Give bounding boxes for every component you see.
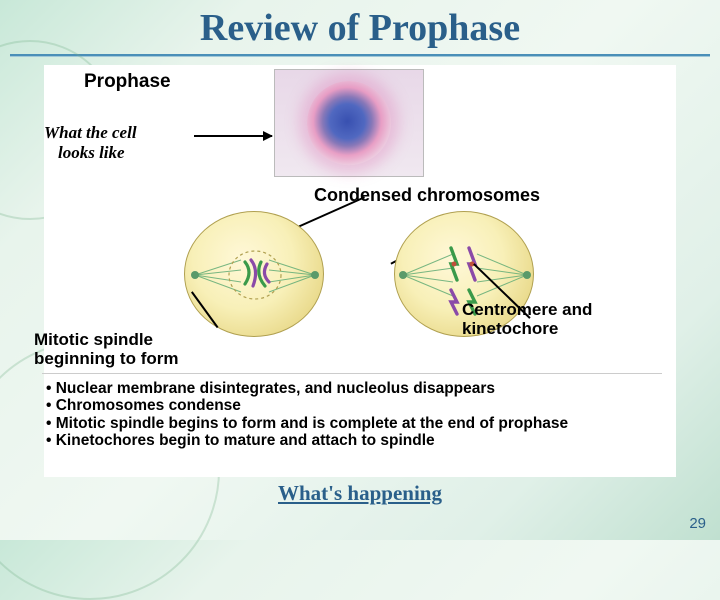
centromere-kinetochore-label: Centromere and kinetochore: [462, 301, 592, 338]
whats-happening-list: Nuclear membrane disintegrates, and nucl…: [42, 373, 662, 449]
mitotic-spindle-label: Mitotic spindle beginning to form: [34, 331, 178, 368]
page-number: 29: [689, 515, 706, 532]
cell-diagram-left: [184, 211, 324, 337]
centkin-label-line1: Centromere and: [462, 301, 592, 320]
cell-looks-caption: What the cell looks like: [44, 123, 137, 162]
content-panel: Prophase What the cell looks like Conden…: [44, 65, 676, 477]
micrograph-cell: [307, 81, 391, 165]
arrow-to-micrograph: [194, 135, 272, 137]
spindle-label-line1: Mitotic spindle: [34, 331, 178, 350]
spindle-label-line2: beginning to form: [34, 350, 178, 369]
centkin-label-line2: kinetochore: [462, 320, 592, 339]
title-rule: [10, 54, 710, 57]
bullet-item: Kinetochores begin to mature and attach …: [42, 432, 662, 449]
bullet-item: Mitotic spindle begins to form and is co…: [42, 415, 662, 432]
cell-looks-line1: What the cell: [44, 123, 137, 143]
left-cell-svg: [185, 212, 325, 338]
cell-looks-line2: looks like: [44, 143, 137, 163]
micrograph-image: [274, 69, 424, 177]
bullet-item: Chromosomes condense: [42, 397, 662, 414]
bullet-item: Nuclear membrane disintegrates, and nucl…: [42, 380, 662, 397]
page-title: Review of Prophase: [0, 0, 720, 52]
